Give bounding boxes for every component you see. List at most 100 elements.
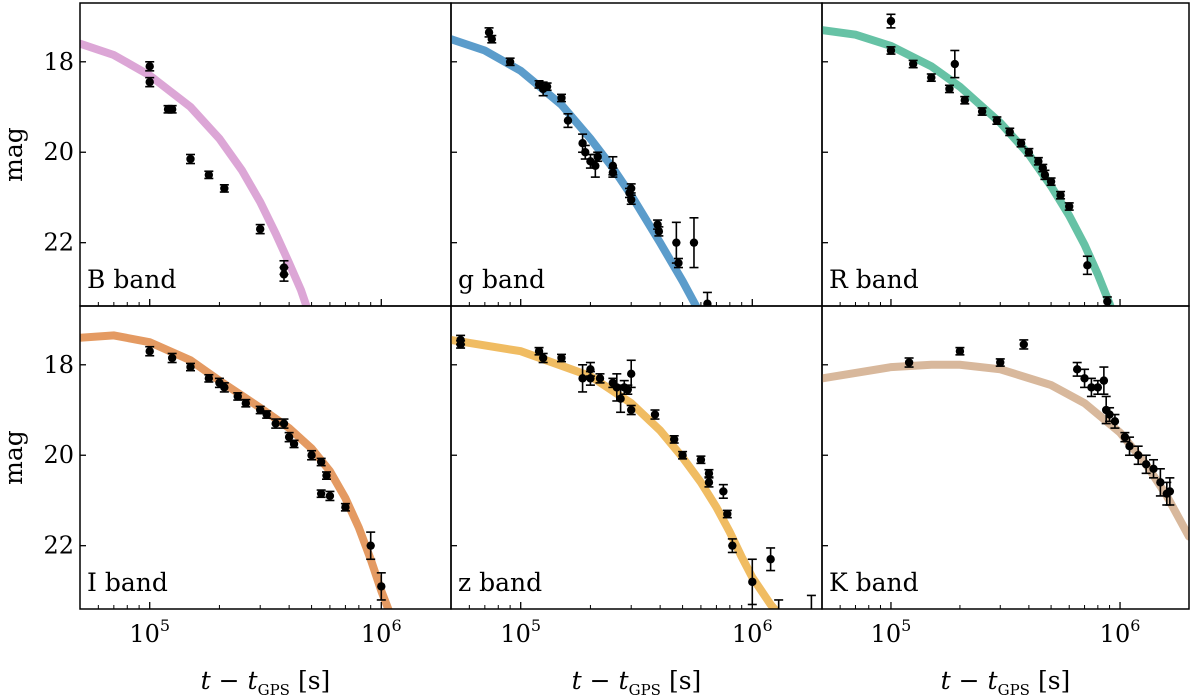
z-band-data-point	[678, 450, 688, 460]
i-band-data-point	[279, 418, 289, 429]
panel-label: K band	[829, 568, 919, 597]
y-tick-label: 20	[43, 441, 74, 469]
i-band-data-point	[241, 398, 251, 408]
g-band-data-point	[556, 93, 566, 103]
i-band-data-point	[271, 418, 281, 429]
z-band-data-point	[704, 468, 714, 478]
r-band-data-point	[1082, 255, 1092, 276]
g-band-data-point	[671, 221, 681, 264]
k-band-data-point	[1120, 431, 1130, 443]
b-band-data-point	[185, 153, 195, 165]
g-band-data-point	[673, 257, 683, 269]
i-band-data-point	[322, 471, 332, 481]
panel-r-band: R band	[821, 2, 1190, 307]
k-band-data-point	[1086, 377, 1096, 398]
panel-g-band: g band	[450, 2, 823, 307]
i-band-data-point	[307, 449, 317, 461]
k-band-data-point	[1080, 368, 1090, 389]
g-band-data-point	[542, 82, 552, 92]
r-band-data-point	[992, 116, 1002, 125]
panel-i-band: I band 18 20 22 mag 105 106 t − tGPS [s]	[0, 305, 452, 697]
b-band-model-curve	[80, 39, 311, 306]
i-band-data-point	[204, 373, 214, 383]
y-tick-label: 22	[43, 532, 74, 560]
i-band-data-point	[289, 439, 299, 449]
y-tick-label: 18	[43, 351, 74, 379]
i-band-data-point	[325, 490, 335, 502]
panel-frame	[79, 305, 452, 610]
r-band-data-point	[1024, 147, 1034, 157]
z-band-data-point	[556, 353, 566, 363]
b-band-data-point	[279, 266, 289, 282]
z-band-data-point	[669, 434, 679, 444]
i-band-data-point	[145, 345, 155, 357]
panel-frame	[821, 2, 1190, 307]
k-band-data-point	[1125, 436, 1135, 457]
y-tick-label: 20	[43, 138, 74, 166]
i-band-data-point	[262, 410, 272, 419]
b-band-data-point	[145, 60, 155, 72]
i-band-data-point	[316, 457, 326, 467]
x-tick-label: 106	[361, 616, 402, 648]
r-band-data-point	[886, 13, 896, 29]
k-band-data-point	[1165, 477, 1175, 506]
z-band-data-point	[727, 538, 737, 554]
z-band-data-point	[626, 404, 636, 416]
g-band-data-point	[626, 194, 636, 206]
x-tick-label: 106	[1100, 616, 1141, 648]
i-band-data-point	[167, 352, 177, 364]
z-band-data-point	[626, 359, 636, 389]
x-tick-label: 106	[732, 616, 773, 648]
g-band-model-curve	[451, 35, 701, 306]
r-band-data-point	[977, 107, 987, 116]
k-band-data-point	[995, 358, 1005, 367]
z-band-data-point	[766, 547, 776, 572]
g-band-data-point	[689, 217, 699, 269]
b-band-data-point	[145, 76, 155, 88]
g-band-data-point	[563, 112, 573, 129]
panel-z-band: z band 105 106 t − tGPS [s]	[450, 305, 823, 697]
g-band-data-point	[654, 226, 664, 237]
k-band-data-point	[955, 346, 965, 356]
z-band-data-point	[595, 373, 605, 384]
k-band-data-point	[1141, 454, 1151, 475]
k-band-data-point	[1099, 366, 1109, 395]
g-band-data-point	[608, 167, 618, 178]
i-band-data-point	[233, 392, 243, 401]
r-band-data-point	[1005, 127, 1015, 137]
z-band-data-point	[585, 361, 595, 377]
i-band-data-point	[366, 531, 376, 561]
panel-label: B band	[87, 265, 176, 294]
z-band-data-point	[704, 477, 714, 488]
i-band-data-point	[219, 382, 229, 393]
panel-label: g band	[458, 265, 545, 294]
y-tick-label: 18	[43, 48, 74, 76]
k-band-data-point	[1149, 458, 1159, 479]
z-band-data-point	[718, 483, 728, 500]
panel-frame	[821, 305, 1190, 610]
r-band-data-point	[1046, 177, 1056, 187]
g-band-data-point	[593, 151, 603, 163]
g-band-data-point	[505, 57, 515, 67]
i-band-data-point	[376, 572, 386, 601]
panel-frame	[450, 2, 823, 307]
r-band-data-point	[1016, 138, 1026, 148]
panel-label: R band	[829, 265, 919, 294]
panel-frame	[79, 2, 452, 307]
r-band-data-point	[1056, 190, 1066, 200]
z-band-data-point	[722, 509, 732, 519]
i-band-data-point	[340, 502, 350, 512]
z-band-data-point	[456, 340, 466, 349]
g-band-data-point	[702, 291, 712, 306]
r-band-data-point	[1064, 202, 1074, 211]
z-band-data-point	[578, 363, 588, 393]
i-band-model-curve	[80, 331, 393, 609]
i-band-data-point	[316, 489, 326, 499]
r-band-data-point	[950, 49, 960, 79]
r-band-data-point	[886, 46, 896, 55]
r-band-data-point	[926, 73, 936, 83]
k-band-data-point	[1072, 361, 1082, 377]
panel-b-band: B band 18 20 22 mag	[0, 2, 452, 307]
r-band-data-point	[944, 84, 954, 94]
